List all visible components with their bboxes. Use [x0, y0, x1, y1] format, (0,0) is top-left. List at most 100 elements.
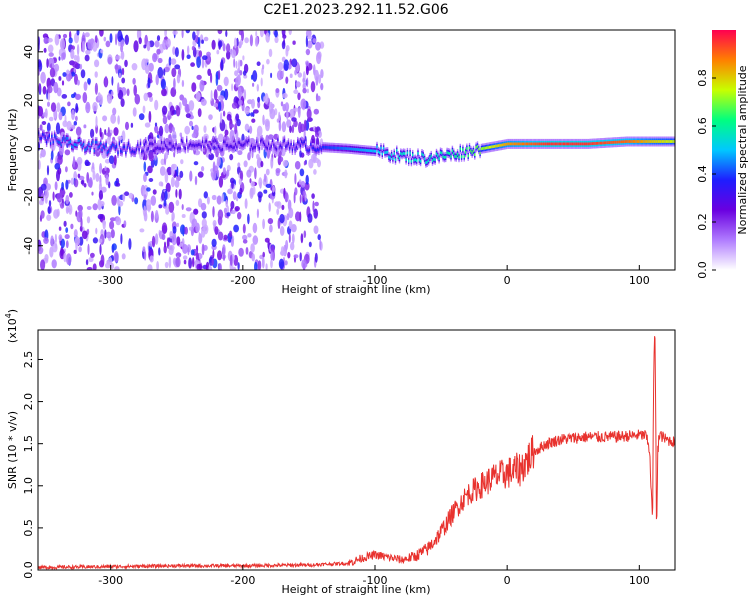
- heatmap-cell: [161, 222, 168, 234]
- colorbar: 0.0 0.2 0.4 0.6 0.8 Normalized spectral ampl…: [696, 30, 749, 279]
- heatmap-cell: [40, 210, 45, 219]
- heatmap-ridge-cell: [326, 146, 328, 149]
- figure-title: C2E1.2023.292.11.52.G06: [263, 2, 448, 18]
- heatmap-cell: [57, 155, 63, 165]
- heatmap-ridge-cell: [512, 142, 514, 146]
- heatmap-cell: [254, 261, 258, 270]
- heatmap-cell: [310, 81, 316, 93]
- heatmap-cell: [117, 115, 120, 125]
- heatmap-cell: [246, 169, 252, 178]
- heatmap-cell: [196, 263, 203, 270]
- heatmap-ridge-cell: [348, 147, 350, 151]
- heatmap-cell: [158, 125, 164, 137]
- heatmap-ridge-cell: [172, 144, 175, 148]
- heatmap-cell: [233, 224, 240, 233]
- heatmap-cell: [293, 107, 300, 112]
- heatmap-cell: [114, 266, 120, 270]
- heatmap-cell: [179, 170, 184, 178]
- heatmap-ridge-cell: [598, 141, 600, 145]
- heatmap-ridge-cell: [513, 142, 516, 146]
- heatmap-cell: [264, 93, 269, 105]
- heatmap-cell: [185, 207, 192, 212]
- heatmap-ridge-cell: [199, 143, 201, 146]
- heatmap-ridge-cell: [51, 135, 53, 138]
- heatmap-cell: [229, 123, 235, 128]
- heatmap-cell: [225, 199, 228, 208]
- heatmap-ridge-cell: [381, 152, 383, 156]
- heatmap-cell: [242, 239, 248, 244]
- heatmap-ridge-cell: [549, 142, 551, 146]
- heatmap-ridge-cell: [188, 143, 191, 147]
- heatmap-cell: [243, 89, 247, 101]
- heatmap-cell: [194, 175, 198, 186]
- heatmap-cell: [99, 244, 102, 255]
- heatmap-cell: [291, 233, 295, 244]
- heatmap-cell: [133, 40, 139, 53]
- heatmap-cell: [277, 62, 284, 71]
- heatmap-ridge-cell: [556, 142, 558, 146]
- heatmap-cell: [192, 257, 195, 268]
- heatmap-cell: [242, 234, 248, 241]
- heatmap-cell: [175, 199, 180, 206]
- heatmap-cell: [53, 81, 59, 94]
- heatmap-cell: [193, 124, 199, 134]
- heatmap-cell: [270, 156, 274, 169]
- heatmap-cell: [205, 261, 210, 270]
- heatmap-cell: [154, 99, 159, 111]
- heatmap-ridge-cell: [151, 142, 154, 146]
- heatmap-ridge-cell: [133, 150, 135, 154]
- heatmap-ridge-cell: [667, 140, 669, 143]
- heatmap-cell: [159, 166, 166, 176]
- heatmap-cell: [84, 54, 90, 62]
- heatmap-ridge-cell: [141, 150, 143, 154]
- heatmap-cell: [75, 115, 78, 122]
- heatmap-ridge-cell: [166, 145, 168, 149]
- heatmap-ridge-cell: [459, 147, 461, 151]
- heatmap-ridge-cell: [410, 159, 413, 163]
- heatmap-cell: [243, 160, 248, 168]
- heatmap-cell: [168, 256, 172, 269]
- heatmap-cell: [189, 170, 193, 182]
- heatmap-cell: [80, 217, 83, 229]
- heatmap-cell: [314, 252, 318, 263]
- heatmap-cell: [212, 206, 215, 218]
- heatmap-ridge-cell: [229, 144, 231, 148]
- heatmap-ridge-cell: [570, 142, 572, 146]
- heatmap-ridge-cell: [231, 145, 233, 148]
- heatmap-ridge-cell: [123, 145, 126, 149]
- heatmap-cell: [293, 120, 298, 128]
- heatmap-ridge-cell: [582, 142, 584, 146]
- heatmap-cell: [307, 40, 313, 49]
- heatmap-cell: [168, 110, 171, 116]
- heatmap-cell: [173, 77, 176, 90]
- heatmap-ridge-cell: [343, 147, 345, 150]
- heatmap-ridge-cell: [550, 142, 553, 146]
- heatmap-cell: [143, 44, 147, 49]
- heatmap-cell: [235, 76, 240, 88]
- heatmap-cell: [110, 113, 117, 124]
- heatmap-cell: [237, 150, 243, 156]
- heatmap-cell: [68, 37, 73, 44]
- heatmap-ridge-cell: [311, 146, 313, 150]
- heatmap-cell: [104, 129, 107, 136]
- heatmap-ridge-cell: [468, 146, 471, 150]
- heatmap-cell: [242, 70, 247, 76]
- heatmap-cell: [197, 108, 202, 118]
- heatmap-cell: [231, 180, 234, 189]
- heatmap-ridge-cell: [523, 142, 525, 146]
- heatmap-ridge-cell: [142, 149, 144, 153]
- heatmap-ridge-cell: [314, 148, 316, 151]
- heatmap-ridge-cell: [305, 144, 307, 148]
- heatmap-cell: [280, 246, 284, 257]
- heatmap-cell: [284, 260, 288, 266]
- heatmap-cell: [86, 206, 92, 210]
- heatmap-cell: [252, 186, 256, 195]
- heatmap-cell: [181, 79, 185, 88]
- heatmap-cell: [80, 180, 84, 185]
- heatmap-ridge-cell: [664, 140, 666, 143]
- heatmap-cell: [280, 101, 284, 107]
- heatmap-cell: [165, 38, 171, 48]
- heatmap-cell: [238, 247, 244, 257]
- heatmap-cell: [272, 185, 275, 193]
- heatmap-cell: [267, 218, 274, 225]
